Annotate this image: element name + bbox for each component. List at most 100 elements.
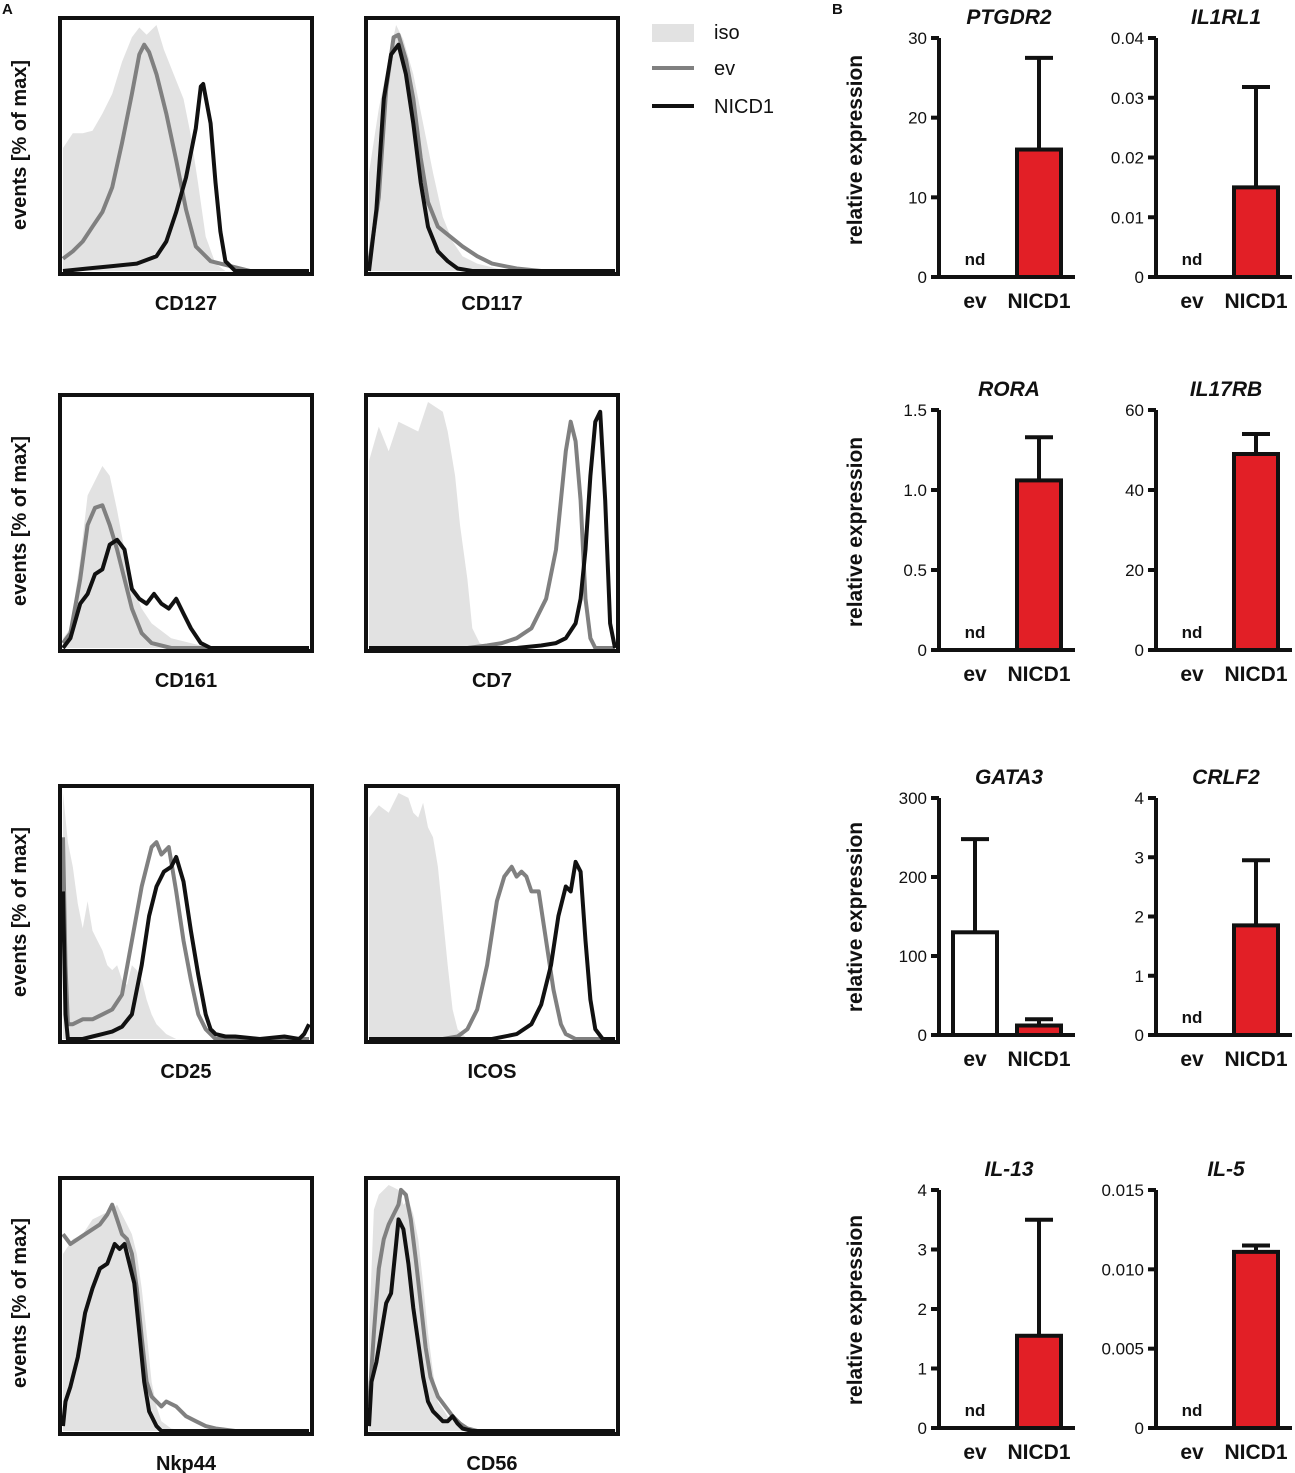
bar-nicd1 xyxy=(1015,1023,1063,1038)
nicd1-line xyxy=(62,82,309,273)
y-tick-label: 3 xyxy=(1135,848,1144,867)
x-tick-label: ev xyxy=(963,663,987,686)
histogram-cd117: CD117 xyxy=(364,16,620,315)
histogram-frame xyxy=(58,16,314,276)
x-tick-label: ev xyxy=(963,1048,987,1071)
x-tick-label: NICD1 xyxy=(1224,1048,1287,1071)
bar-chart-ptgdr2: PTGDR2 0 10 20 30 ev nd NICD1 xyxy=(908,6,1075,313)
y-tick-label: 20 xyxy=(1125,561,1144,580)
iso-area xyxy=(63,25,309,271)
y-tick-label: 0.010 xyxy=(1101,1260,1144,1279)
x-tick-label: NICD1 xyxy=(1007,1441,1070,1464)
nd-label: nd xyxy=(965,1401,986,1420)
histogram-frame xyxy=(364,784,620,1044)
x-tick-label: ev xyxy=(1180,1441,1204,1464)
nd-label: nd xyxy=(1182,1401,1203,1420)
legend-swatch-iso xyxy=(652,24,694,42)
histogram-xlabel: ICOS xyxy=(468,1061,517,1083)
histogram-cd127: CD127 xyxy=(58,16,314,315)
y-tick-label: 0 xyxy=(918,641,927,660)
histogram-legend: iso ev NICD1 xyxy=(652,22,774,118)
y-tick-label: 3 xyxy=(918,1241,927,1260)
histogram-frame xyxy=(58,1176,314,1436)
nd-label: nd xyxy=(965,250,986,269)
y-tick-label: 0.5 xyxy=(903,561,927,580)
iso-area xyxy=(63,793,309,1039)
ev-line xyxy=(61,42,309,273)
histogram-xlabel: Nkp44 xyxy=(156,1453,217,1473)
y-tick-label: 200 xyxy=(899,868,927,887)
y-tick-label: 300 xyxy=(899,789,927,808)
histogram-xlabel: CD117 xyxy=(461,293,522,315)
y-tick-label: 0 xyxy=(1135,268,1144,287)
y-tick-label: 1.5 xyxy=(903,401,927,420)
histogram-cd25: CD25 xyxy=(58,784,314,1083)
bar-nicd1 xyxy=(1232,1249,1280,1430)
nicd1-line xyxy=(367,1217,615,1433)
bar-chart-crlf2: CRLF2 0 1 2 3 4 ev nd NICD1 xyxy=(1135,766,1292,1071)
histogram-xlabel: CD7 xyxy=(472,670,512,692)
y-tick-label: 4 xyxy=(918,1181,927,1200)
bar-ylabel-row-4: relative expression xyxy=(844,1215,867,1405)
bar-nicd1 xyxy=(1015,147,1063,280)
legend-label-iso: iso xyxy=(714,22,740,44)
x-tick-label: NICD1 xyxy=(1007,663,1070,686)
ev-line xyxy=(369,864,615,1041)
nicd1-line xyxy=(61,855,311,1041)
nd-label: nd xyxy=(1182,1008,1203,1027)
histogram-frame xyxy=(58,393,314,653)
bar-nicd1 xyxy=(1232,452,1280,652)
bar-ylabel-row-2: relative expression xyxy=(844,437,867,627)
histogram-ylabel-row-2: events [% of max] xyxy=(9,436,31,606)
y-tick-label: 0.015 xyxy=(1101,1181,1144,1200)
histogram-frame xyxy=(364,393,620,653)
y-tick-label: 0.01 xyxy=(1111,208,1144,227)
bar-ev xyxy=(951,930,999,1037)
x-tick-label: ev xyxy=(1180,290,1204,313)
histogram-ylabel-row-4: events [% of max] xyxy=(9,1218,31,1388)
histogram-panels: events [% of max] events [% of max] events… xyxy=(9,16,620,1473)
bar-chart-il1rl1: IL1RL1 0 0.01 0.02 0.03 0.04 ev nd NICD1 xyxy=(1111,6,1292,313)
bar-chart-title: RORA xyxy=(978,378,1040,401)
bar-chart-title: IL-13 xyxy=(984,1158,1033,1181)
bar-chart-il-5: IL-5 0 0.005 0.010 0.015 ev nd NICD1 xyxy=(1101,1158,1292,1464)
y-tick-label: 1.0 xyxy=(903,481,927,500)
legend-label-nicd1: NICD1 xyxy=(714,96,774,118)
bar-chart-rora: RORA 0 0.5 1.0 1.5 ev nd NICD1 xyxy=(903,378,1075,686)
y-tick-label: 30 xyxy=(908,29,927,48)
bar-chart-il-13: IL-13 0 1 2 3 4 ev nd NICD1 xyxy=(918,1158,1075,1464)
bar-chart-gata3: GATA3 0 100 200 300 ev NICD1 xyxy=(899,766,1075,1071)
nd-label: nd xyxy=(1182,623,1203,642)
y-tick-label: 0.02 xyxy=(1111,149,1144,168)
histogram-cd56: CD56 xyxy=(364,1176,620,1473)
nicd1-line xyxy=(61,1242,309,1433)
y-tick-label: 0.03 xyxy=(1111,89,1144,108)
bar-chart-title: IL17RB xyxy=(1190,378,1262,401)
nd-label: nd xyxy=(965,623,986,642)
y-tick-label: 2 xyxy=(1135,908,1144,927)
bar-chart-title: IL-5 xyxy=(1207,1158,1245,1181)
iso-area xyxy=(369,793,615,1039)
panel-label-b: B xyxy=(832,1,843,18)
ev-line xyxy=(369,419,615,650)
panel-label-a: A xyxy=(2,1,13,18)
y-tick-label: 20 xyxy=(908,109,927,128)
nicd1-line xyxy=(369,859,615,1041)
histogram-ylabel-row-1: events [% of max] xyxy=(9,60,31,230)
y-tick-label: 0 xyxy=(918,1419,927,1438)
legend-label-ev: ev xyxy=(714,58,735,80)
y-tick-label: 1 xyxy=(918,1360,927,1379)
y-tick-label: 10 xyxy=(908,188,927,207)
bar-ylabel-row-1: relative expression xyxy=(844,55,867,245)
histogram-frame xyxy=(58,784,314,1044)
y-tick-label: 0 xyxy=(1135,1026,1144,1045)
histogram-icos: ICOS xyxy=(364,784,620,1083)
nicd1-line xyxy=(367,42,615,273)
iso-area xyxy=(63,1204,309,1431)
bar-chart-title: CRLF2 xyxy=(1192,766,1260,789)
x-tick-label: ev xyxy=(1180,663,1204,686)
y-tick-label: 60 xyxy=(1125,401,1144,420)
x-tick-label: NICD1 xyxy=(1224,1441,1287,1464)
nicd1-line xyxy=(61,537,309,650)
bar-chart-title: GATA3 xyxy=(975,766,1043,789)
